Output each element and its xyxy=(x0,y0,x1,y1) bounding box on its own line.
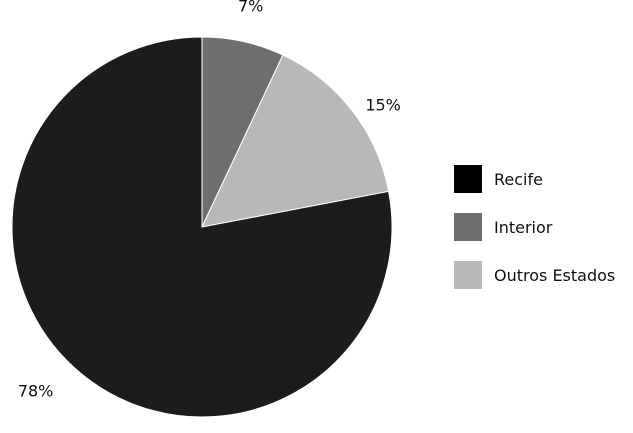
pie-value-label-interior: 7% xyxy=(238,0,263,16)
legend-label-interior: Interior xyxy=(494,217,553,237)
legend-swatch-outros-estados xyxy=(454,261,482,289)
legend-label-outros-estados: Outros Estados xyxy=(494,265,616,285)
legend-item-recife: Recife xyxy=(454,164,629,194)
legend-item-interior: Interior xyxy=(454,212,629,242)
pie-value-label-outros-estados: 15% xyxy=(365,95,401,114)
legend-swatch-interior xyxy=(454,213,482,241)
pie-value-label-recife: 78% xyxy=(18,381,54,400)
pie-slice-outros-estados xyxy=(201,54,390,228)
legend-label-recife: Recife xyxy=(494,169,543,189)
pie-value-labels: 7% 15% 78% xyxy=(18,0,401,400)
pie-slice-recife xyxy=(11,36,393,418)
legend: Recife Interior Outros Estados xyxy=(454,164,629,308)
pie-slices xyxy=(11,36,393,418)
legend-item-outros-estados: Outros Estados xyxy=(454,260,629,290)
legend-swatch-recife xyxy=(454,165,482,193)
